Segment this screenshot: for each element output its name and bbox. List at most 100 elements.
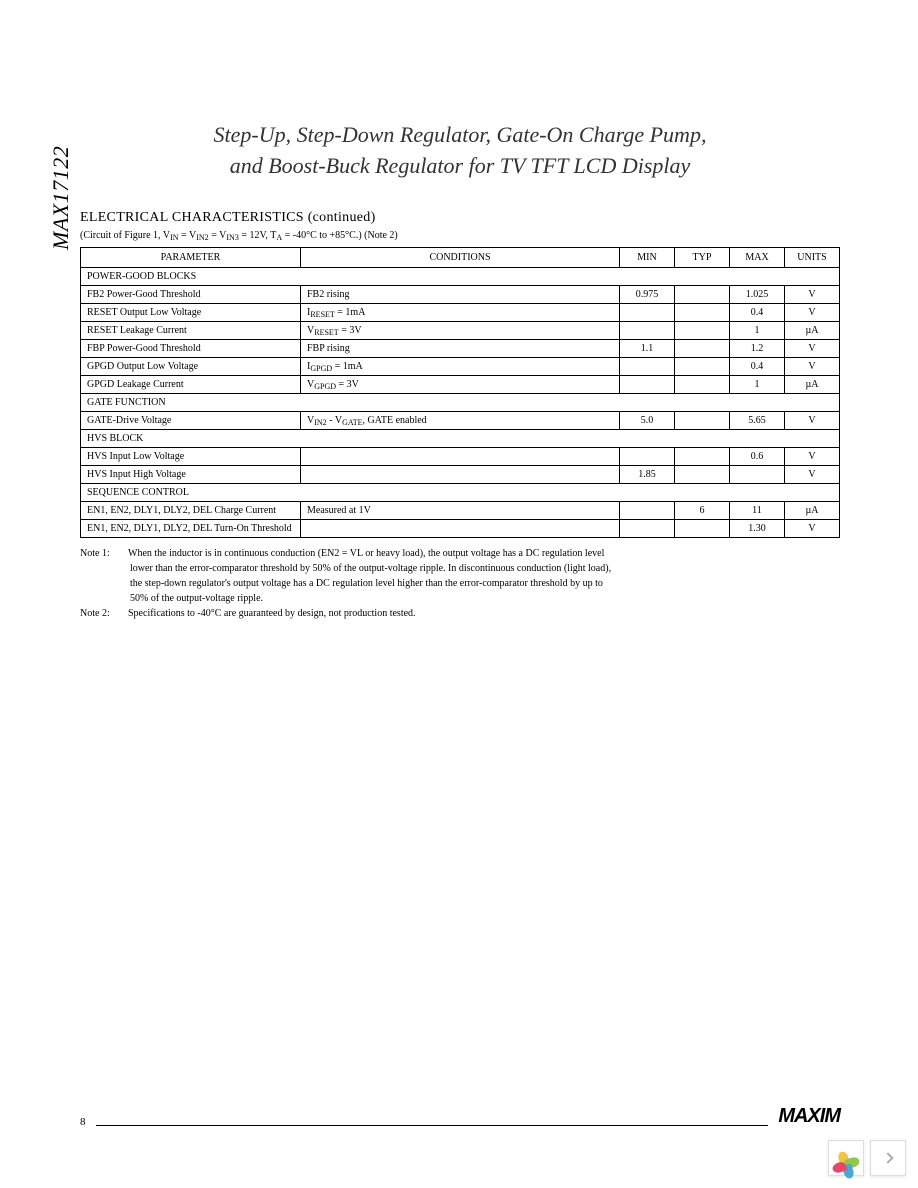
cell-min: 1.1 — [620, 339, 675, 357]
cell-param: HVS Input High Voltage — [81, 465, 301, 483]
cell-typ — [675, 321, 730, 339]
table-row: FBP Power-Good ThresholdFBP rising1.1 1.2… — [81, 339, 840, 357]
cell-cond — [301, 465, 620, 483]
cell-units: V — [785, 357, 840, 375]
table-section-row: HVS BLOCK — [81, 429, 840, 447]
cell-max: 0.4 — [730, 357, 785, 375]
cell-typ — [675, 375, 730, 393]
cell-units: V — [785, 339, 840, 357]
footer-rule — [96, 1125, 769, 1126]
col-parameter: PARAMETER — [81, 247, 301, 267]
cell-max: 11 — [730, 501, 785, 519]
cell-min — [620, 375, 675, 393]
cell-min: 0.975 — [620, 285, 675, 303]
note-text: the step-down regulator's output voltage… — [130, 576, 840, 591]
cell-min — [620, 303, 675, 321]
col-typ: TYP — [675, 247, 730, 267]
chevron-right-icon — [882, 1152, 893, 1163]
table-row: GPGD Output Low VoltageIGPGD = 1mA0.4V — [81, 357, 840, 375]
cell-param: RESET Output Low Voltage — [81, 303, 301, 321]
col-max: MAX — [730, 247, 785, 267]
cell-min: 1.85 — [620, 465, 675, 483]
cell-typ — [675, 339, 730, 357]
cell-param: GATE-Drive Voltage — [81, 411, 301, 429]
page-title: Step-Up, Step-Down Regulator, Gate-On Ch… — [80, 120, 840, 182]
cell-typ — [675, 411, 730, 429]
note-sub: IN3 — [226, 233, 238, 242]
cell-units: µA — [785, 321, 840, 339]
cell-max: 1.2 — [730, 339, 785, 357]
cell-min: 5.0 — [620, 411, 675, 429]
cell-units: V — [785, 411, 840, 429]
cell-min — [620, 501, 675, 519]
note-label: Note 2: — [80, 606, 128, 621]
cell-units: V — [785, 303, 840, 321]
table-row: HVS Input High Voltage 1.85 V — [81, 465, 840, 483]
cell-typ — [675, 519, 730, 537]
title-line-1: Step-Up, Step-Down Regulator, Gate-On Ch… — [214, 122, 707, 147]
table-row: HVS Input Low Voltage 0.6V — [81, 447, 840, 465]
table-row: FB2 Power-Good ThresholdFB2 rising0.9751… — [81, 285, 840, 303]
specifications-table: PARAMETER CONDITIONS MIN TYP MAX UNITS P… — [80, 247, 840, 538]
note-text: (Circuit of Figure 1, V — [80, 230, 170, 241]
cell-cond: VIN2 - VGATE, GATE enabled — [301, 411, 620, 429]
cell-typ: 6 — [675, 501, 730, 519]
note-2: Note 2:Specifications to -40°C are guara… — [80, 606, 840, 621]
cell-cond: IGPGD = 1mA — [301, 357, 620, 375]
section-heading: ELECTRICAL CHARACTERISTICS (continued) — [80, 210, 840, 226]
note-text: = -40°C to +85°C.) (Note 2) — [282, 230, 398, 241]
cell-max: 1.025 — [730, 285, 785, 303]
table-row: EN1, EN2, DLY1, DLY2, DEL Turn-On Thresh… — [81, 519, 840, 537]
cell-max — [730, 465, 785, 483]
cell-cond: VRESET = 3V — [301, 321, 620, 339]
cell-max: 0.4 — [730, 303, 785, 321]
note-text: When the inductor is in continuous condu… — [128, 548, 604, 559]
note-label: Note 1: — [80, 546, 128, 561]
note-sub: IN — [170, 233, 178, 242]
table-row: RESET Leakage CurrentVRESET = 3V 1µA — [81, 321, 840, 339]
table-header-row: PARAMETER CONDITIONS MIN TYP MAX UNITS — [81, 247, 840, 267]
page-footer: 8 MAXIM — [80, 1105, 840, 1128]
cell-units: µA — [785, 375, 840, 393]
cell-cond: IRESET = 1mA — [301, 303, 620, 321]
note-text: = V — [209, 230, 227, 241]
cell-cond: VGPGD = 3V — [301, 375, 620, 393]
footnotes: Note 1:When the inductor is in continuou… — [80, 546, 840, 621]
table-row: GATE-Drive VoltageVIN2 - VGATE, GATE ena… — [81, 411, 840, 429]
col-conditions: CONDITIONS — [301, 247, 620, 267]
circuit-conditions-note: (Circuit of Figure 1, VIN = VIN2 = VIN3 … — [80, 230, 840, 241]
cell-param: HVS Input Low Voltage — [81, 447, 301, 465]
cell-param: FB2 Power-Good Threshold — [81, 285, 301, 303]
cell-units: V — [785, 447, 840, 465]
cell-units: V — [785, 285, 840, 303]
table-row: GPGD Leakage CurrentVGPGD = 3V1µA — [81, 375, 840, 393]
table-section-row: POWER-GOOD BLOCKS — [81, 267, 840, 285]
cell-param: RESET Leakage Current — [81, 321, 301, 339]
note-text: = V — [179, 230, 197, 241]
cell-param: EN1, EN2, DLY1, DLY2, DEL Charge Current — [81, 501, 301, 519]
title-line-2: and Boost-Buck Regulator for TV TFT LCD … — [230, 153, 691, 178]
cell-max: 1 — [730, 321, 785, 339]
cell-min — [620, 321, 675, 339]
cell-max: 0.6 — [730, 447, 785, 465]
section-name-cell: HVS BLOCK — [81, 429, 840, 447]
note-text: 50% of the output-voltage ripple. — [130, 591, 840, 606]
cell-units: µA — [785, 501, 840, 519]
cell-param: FBP Power-Good Threshold — [81, 339, 301, 357]
note-text: Specifications to -40°C are guaranteed b… — [128, 608, 416, 619]
brand-icon-button[interactable] — [828, 1140, 864, 1176]
note-sub: A — [276, 233, 282, 242]
note-text: lower than the error-comparator threshol… — [130, 561, 840, 576]
petal-icon — [835, 1147, 857, 1169]
cell-cond — [301, 447, 620, 465]
next-button[interactable] — [870, 1140, 906, 1176]
cell-units: V — [785, 465, 840, 483]
note-text: = 12V, T — [239, 230, 277, 241]
cell-cond: FBP rising — [301, 339, 620, 357]
section-name-cell: SEQUENCE CONTROL — [81, 483, 840, 501]
table-section-row: SEQUENCE CONTROL — [81, 483, 840, 501]
cell-min — [620, 357, 675, 375]
table-row: EN1, EN2, DLY1, DLY2, DEL Charge Current… — [81, 501, 840, 519]
cell-min — [620, 519, 675, 537]
note-1: Note 1:When the inductor is in continuou… — [80, 546, 840, 606]
